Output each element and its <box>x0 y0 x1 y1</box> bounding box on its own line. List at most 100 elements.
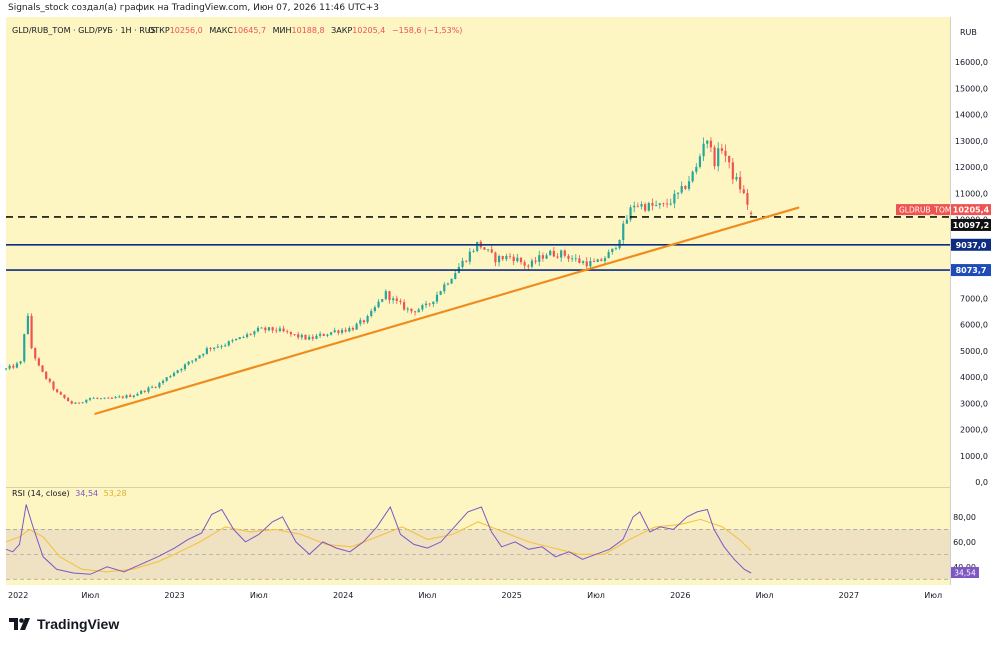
candle <box>702 143 705 157</box>
candle <box>147 387 150 392</box>
time-axis-label[interactable]: 2027 <box>839 591 859 600</box>
rsi-line <box>5 504 752 575</box>
candle <box>235 339 238 341</box>
candle <box>622 223 625 240</box>
candle <box>165 377 168 381</box>
candle <box>253 331 256 335</box>
level-price-tag-label: 10097,2 <box>953 221 989 230</box>
price-axis-label[interactable]: 6000,0 <box>960 321 988 330</box>
price-axis-label[interactable]: 16000,0 <box>955 58 988 67</box>
candle <box>465 260 468 262</box>
candle <box>742 189 745 194</box>
rsi-band <box>6 529 950 580</box>
candle <box>549 250 552 256</box>
candle <box>585 261 588 267</box>
candle <box>563 250 566 256</box>
time-axis-label[interactable]: 2025 <box>502 591 522 600</box>
price-axis-label[interactable]: 11000,0 <box>955 189 988 198</box>
candle <box>333 330 336 333</box>
candle <box>552 250 555 257</box>
candle <box>125 395 128 398</box>
support-trendline[interactable] <box>94 206 800 415</box>
candle <box>23 334 26 362</box>
trendline[interactable] <box>94 206 800 415</box>
candle <box>150 386 154 388</box>
candle <box>224 345 227 347</box>
candle <box>77 402 81 404</box>
tradingview-brand[interactable]: TradingView <box>9 616 119 632</box>
candle <box>607 251 610 259</box>
candle <box>96 397 99 399</box>
candle <box>461 260 464 268</box>
candle <box>66 398 70 402</box>
candle <box>749 212 753 215</box>
candle <box>403 302 406 310</box>
time-axis-label[interactable]: Июл <box>756 591 774 600</box>
candle <box>88 398 92 400</box>
candle <box>472 251 475 252</box>
price-axis-label[interactable]: 5000,0 <box>960 347 988 356</box>
candle <box>432 301 435 305</box>
candle <box>560 250 563 258</box>
price-axis-label[interactable]: 7000,0 <box>960 294 988 303</box>
price-axis-label[interactable]: 3000,0 <box>960 399 988 408</box>
candle <box>37 358 40 366</box>
candle <box>194 358 198 361</box>
candle <box>249 334 252 336</box>
time-axis-label[interactable]: Июл <box>81 591 99 600</box>
candle <box>698 156 702 167</box>
candle <box>8 365 11 369</box>
time-axis-label[interactable]: Июл <box>924 591 942 600</box>
candle <box>293 334 296 335</box>
candle <box>216 346 219 348</box>
time-axis-label[interactable]: 2026 <box>670 591 690 600</box>
candle <box>381 299 384 302</box>
time-axis-label[interactable]: Июл <box>419 591 437 600</box>
price-axis-label[interactable]: 2000,0 <box>960 426 988 435</box>
time-axis-label[interactable]: 2024 <box>333 591 353 600</box>
candle <box>41 365 44 372</box>
candle <box>596 259 599 262</box>
candle <box>315 335 318 339</box>
candle <box>746 193 749 205</box>
candle <box>348 328 351 332</box>
candle <box>366 316 369 323</box>
candle <box>392 298 395 301</box>
price-axis-label[interactable]: 1000,0 <box>960 452 988 461</box>
price-axis-label[interactable]: 15000,0 <box>955 84 988 93</box>
time-axis-label[interactable]: Июл <box>587 591 605 600</box>
candle <box>640 204 643 207</box>
candle <box>647 203 650 211</box>
time-axis[interactable]: 2022 Июл 2023 Июл 2024 Июл 2025 Июл 2026 Июл 2027 И… <box>8 591 942 600</box>
candle <box>12 365 15 368</box>
rsi-axis-label[interactable]: 60,00 <box>953 538 976 547</box>
price-axis-label[interactable]: 13000,0 <box>955 137 988 146</box>
candle <box>169 376 172 378</box>
candle <box>99 398 103 400</box>
price-axis[interactable]: 0,0 1000,0 2000,0 3000,0 4000,0 5000,0 6000,0 7… <box>953 58 988 572</box>
candle <box>311 336 314 339</box>
rsi-value-tag-label: 34,54 <box>954 569 976 578</box>
time-axis-label[interactable]: 2023 <box>164 591 184 600</box>
price-chart[interactable]: 0,0 1000,0 2000,0 3000,0 4000,0 5000,0 6000,0 7… <box>0 0 1000 606</box>
candle <box>655 205 658 206</box>
brand-name: TradingView <box>37 616 120 632</box>
horizontal-levels[interactable] <box>6 216 950 271</box>
price-axis-label[interactable]: 4000,0 <box>960 373 988 382</box>
candle <box>48 378 51 382</box>
candle <box>45 371 48 379</box>
time-axis-label[interactable]: 2022 <box>8 591 28 600</box>
candle <box>70 401 73 404</box>
price-axis-label[interactable]: 0,0 <box>975 478 988 487</box>
candle <box>519 257 523 263</box>
candle <box>256 327 260 332</box>
rsi-axis-label[interactable]: 80,00 <box>953 513 976 522</box>
candle <box>669 203 672 205</box>
time-axis-label[interactable]: Июл <box>250 591 268 600</box>
price-axis-label[interactable]: 12000,0 <box>955 163 988 172</box>
price-axis-label[interactable]: 14000,0 <box>955 111 988 120</box>
candle <box>443 284 446 292</box>
candle <box>59 392 62 395</box>
last-price-tag-label: 10205,4 <box>953 206 990 215</box>
symbol-price-tag <box>896 204 950 216</box>
